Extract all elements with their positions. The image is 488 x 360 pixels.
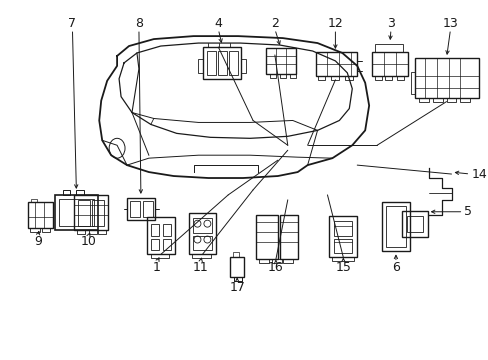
Text: 7: 7: [68, 17, 76, 30]
Text: 17: 17: [229, 281, 244, 294]
Bar: [271, 260, 281, 264]
Bar: [89, 230, 97, 234]
Bar: [74, 195, 108, 230]
Bar: [385, 206, 405, 247]
Bar: [317, 76, 325, 80]
Bar: [127, 198, 155, 220]
Text: 3: 3: [386, 17, 394, 30]
Text: 15: 15: [335, 261, 350, 274]
Bar: [331, 76, 339, 80]
Text: 12: 12: [327, 17, 343, 30]
Bar: [256, 215, 277, 260]
Bar: [192, 218, 212, 233]
Bar: [410, 72, 414, 94]
Bar: [259, 260, 268, 264]
Bar: [406, 216, 422, 231]
Bar: [150, 239, 159, 251]
Bar: [59, 199, 94, 226]
Bar: [279, 215, 297, 260]
Bar: [418, 98, 428, 102]
Bar: [207, 51, 216, 75]
Bar: [192, 235, 212, 251]
Text: 2: 2: [270, 17, 278, 30]
Bar: [188, 213, 216, 255]
Bar: [218, 51, 227, 75]
Bar: [55, 195, 98, 230]
Bar: [269, 74, 275, 78]
Bar: [76, 190, 84, 195]
Bar: [198, 59, 203, 73]
Bar: [279, 74, 285, 78]
Bar: [30, 228, 40, 231]
Bar: [146, 217, 174, 255]
Bar: [414, 58, 478, 98]
Bar: [28, 202, 53, 228]
Bar: [163, 224, 170, 235]
Bar: [233, 252, 239, 257]
Bar: [78, 200, 90, 226]
Bar: [334, 221, 351, 235]
Bar: [31, 199, 37, 202]
Bar: [401, 211, 427, 237]
Bar: [229, 51, 238, 75]
Text: 10: 10: [80, 235, 96, 248]
Bar: [41, 228, 49, 231]
Bar: [446, 98, 455, 102]
Text: 13: 13: [442, 17, 457, 30]
Text: 16: 16: [267, 261, 283, 274]
Bar: [92, 200, 104, 226]
Bar: [381, 202, 409, 251]
Bar: [98, 230, 106, 234]
Bar: [432, 98, 442, 102]
Text: 1: 1: [153, 261, 161, 274]
Bar: [371, 52, 407, 76]
Bar: [384, 76, 391, 80]
Bar: [241, 59, 245, 73]
Bar: [142, 201, 153, 217]
Bar: [374, 76, 381, 80]
Bar: [460, 98, 469, 102]
Bar: [230, 257, 244, 277]
Bar: [62, 190, 70, 195]
Bar: [150, 255, 168, 258]
Text: 5: 5: [464, 205, 471, 218]
Text: 8: 8: [135, 17, 142, 30]
Bar: [374, 44, 402, 52]
Text: 14: 14: [470, 167, 486, 181]
Bar: [396, 76, 403, 80]
Bar: [315, 52, 357, 76]
Bar: [289, 74, 295, 78]
Text: 4: 4: [214, 17, 222, 30]
Bar: [334, 239, 351, 253]
Text: 9: 9: [34, 235, 41, 248]
Bar: [130, 201, 140, 217]
Text: 11: 11: [192, 261, 208, 274]
Bar: [329, 216, 357, 257]
Text: 6: 6: [391, 261, 399, 274]
Bar: [345, 76, 352, 80]
Bar: [191, 255, 211, 258]
Bar: [77, 230, 85, 234]
Bar: [282, 260, 292, 264]
Bar: [150, 224, 159, 235]
Bar: [332, 257, 353, 261]
Bar: [265, 48, 295, 74]
Bar: [163, 239, 170, 251]
Bar: [203, 47, 241, 79]
